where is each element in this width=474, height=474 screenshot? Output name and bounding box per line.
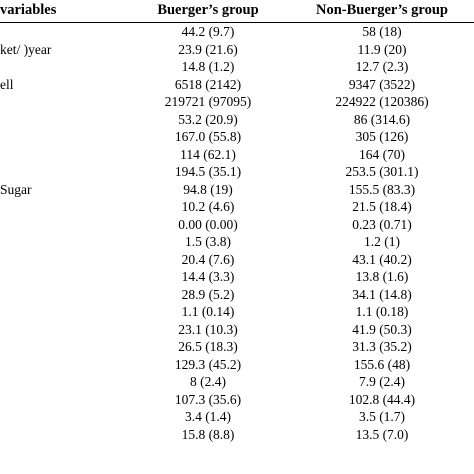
buergers-value-cell: 44.2 (9.7) — [181, 24, 235, 39]
table-row: 14.4 (3.3) 13.8 (1.6) — [0, 268, 474, 286]
non-buergers-value-cell: 11.9 (20) — [357, 41, 407, 57]
table-row: 0.00 (0.00) 0.23 (0.71) — [0, 216, 474, 234]
buergers-value-cell: 0.00 (0.00) — [178, 216, 238, 232]
non-buergers-value-cell: 102.8 (44.4) — [348, 391, 416, 407]
table-row: ell 6518 (2142) 9347 (3522) — [0, 76, 474, 94]
buergers-value-cell: 14.8 (1.2) — [181, 59, 235, 74]
buergers-value-cell: 3.4 (1.4) — [184, 409, 232, 424]
header-non-buergers-group: Non-Buerger’s group — [316, 2, 448, 18]
non-buergers-value-cell: 21.5 (18.4) — [352, 199, 412, 214]
non-buergers-value-cell: 43.1 (40.2) — [352, 251, 412, 267]
table-row: 219721 (97095) 224922 (120386) — [0, 93, 474, 111]
non-buergers-value-cell: 155.5 (83.3) — [348, 181, 416, 197]
buergers-value-cell: 6518 (2142) — [174, 76, 242, 92]
buergers-value-cell: 28.9 (5.2) — [181, 286, 235, 302]
table-row: 44.2 (9.7) 58 (18) — [0, 23, 474, 41]
buergers-value-cell: 129.3 (45.2) — [174, 356, 242, 372]
non-buergers-value-cell: 86 (314.6) — [353, 111, 411, 127]
buergers-value-cell: 114 (62.1) — [180, 146, 236, 162]
non-buergers-value-cell: 0.23 (0.71) — [352, 216, 412, 232]
table-body: 44.2 (9.7) 58 (18) ket/ )year 23.9 (21.6) 11… — [0, 23, 474, 443]
table-row: 53.2 (20.9) 86 (314.6) — [0, 111, 474, 129]
buergers-value-cell: 94.8 (19) — [183, 181, 233, 197]
table-row: 8 (2.4) 7.9 (2.4) — [0, 373, 474, 391]
table-row: ket/ )year 23.9 (21.6) 11.9 (20) — [0, 41, 474, 59]
table-row: Sugar 94.8 (19) 155.5 (83.3) — [0, 181, 474, 199]
buergers-value-cell: 8 (2.4) — [190, 374, 226, 389]
table-row: 194.5 (35.1) 253.5 (301.1) — [0, 163, 474, 181]
buergers-value-cell: 14.4 (3.3) — [181, 269, 235, 284]
header-buergers-group: Buerger’s group — [157, 2, 259, 18]
buergers-value-cell: 194.5 (35.1) — [174, 164, 242, 179]
non-buergers-value-cell: 9347 (3522) — [348, 76, 416, 92]
buergers-value-cell: 10.2 (4.6) — [181, 199, 235, 214]
header-variables: variables — [0, 2, 57, 18]
table-row: 107.3 (35.6) 102.8 (44.4) — [0, 391, 474, 409]
row-label: ket/ )year — [0, 41, 52, 57]
non-buergers-value-cell: 58 (18) — [362, 24, 402, 39]
table-row: 1.1 (0.14) 1.1 (0.18) — [0, 303, 474, 321]
non-buergers-value-cell: 305 (126) — [355, 129, 409, 144]
table-row: 129.3 (45.2) 155.6 (48) — [0, 356, 474, 374]
buergers-value-cell: 1.1 (0.14) — [181, 304, 235, 319]
table-header: variables Buerger’s group Non-Buerger’s … — [0, 0, 474, 21]
buergers-value-cell: 53.2 (20.9) — [178, 111, 238, 127]
table-row: 114 (62.1) 164 (70) — [0, 146, 474, 164]
non-buergers-value-cell: 224922 (120386) — [335, 94, 429, 109]
buergers-value-cell: 23.1 (10.3) — [178, 321, 238, 337]
buergers-value-cell: 107.3 (35.6) — [174, 391, 242, 407]
non-buergers-value-cell: 1.2 (1) — [364, 234, 400, 249]
table-row: 23.1 (10.3) 41.9 (50.3) — [0, 321, 474, 339]
non-buergers-value-cell: 7.9 (2.4) — [358, 374, 406, 389]
table-row: 26.5 (18.3) 31.3 (35.2) — [0, 338, 474, 356]
table-row: 167.0 (55.8) 305 (126) — [0, 128, 474, 146]
table-row: 20.4 (7.6) 43.1 (40.2) — [0, 251, 474, 269]
table-row: 28.9 (5.2) 34.1 (14.8) — [0, 286, 474, 304]
non-buergers-value-cell: 31.3 (35.2) — [352, 339, 412, 354]
buergers-value-cell: 26.5 (18.3) — [178, 339, 238, 354]
non-buergers-value-cell: 12.7 (2.3) — [355, 59, 409, 74]
non-buergers-value-cell: 3.5 (1.7) — [358, 409, 406, 424]
non-buergers-value-cell: 13.5 (7.0) — [355, 426, 409, 442]
table-row: 1.5 (3.8) 1.2 (1) — [0, 233, 474, 251]
header-rule — [0, 22, 474, 23]
non-buergers-value-cell: 253.5 (301.1) — [345, 164, 419, 179]
non-buergers-value-cell: 13.8 (1.6) — [355, 269, 409, 284]
row-label: ell — [0, 76, 14, 92]
non-buergers-value-cell: 1.1 (0.18) — [355, 304, 409, 319]
table-row: 3.4 (1.4) 3.5 (1.7) — [0, 408, 474, 426]
non-buergers-value-cell: 155.6 (48) — [353, 356, 411, 372]
buergers-value-cell: 15.8 (8.8) — [181, 426, 235, 442]
row-label: Sugar — [0, 181, 32, 197]
table-row: 14.8 (1.2) 12.7 (2.3) — [0, 58, 474, 76]
table-row: 10.2 (4.6) 21.5 (18.4) — [0, 198, 474, 216]
buergers-value-cell: 1.5 (3.8) — [184, 234, 232, 249]
non-buergers-value-cell: 41.9 (50.3) — [352, 321, 412, 337]
buergers-value-cell: 20.4 (7.6) — [181, 251, 235, 267]
non-buergers-value-cell: 164 (70) — [358, 146, 406, 162]
buergers-value-cell: 23.9 (21.6) — [178, 41, 238, 57]
buergers-value-cell: 219721 (97095) — [164, 94, 252, 109]
buergers-value-cell: 167.0 (55.8) — [174, 129, 242, 144]
non-buergers-value-cell: 34.1 (14.8) — [352, 286, 412, 302]
table-row: 15.8 (8.8) 13.5 (7.0) — [0, 426, 474, 444]
